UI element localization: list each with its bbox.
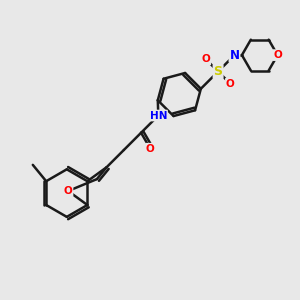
Text: O: O [202, 54, 210, 64]
Text: O: O [64, 186, 73, 196]
Text: O: O [226, 79, 235, 89]
Text: N: N [230, 49, 239, 62]
Text: O: O [146, 144, 155, 154]
Text: HN: HN [150, 110, 167, 121]
Text: S: S [214, 65, 223, 78]
Text: O: O [273, 50, 282, 60]
